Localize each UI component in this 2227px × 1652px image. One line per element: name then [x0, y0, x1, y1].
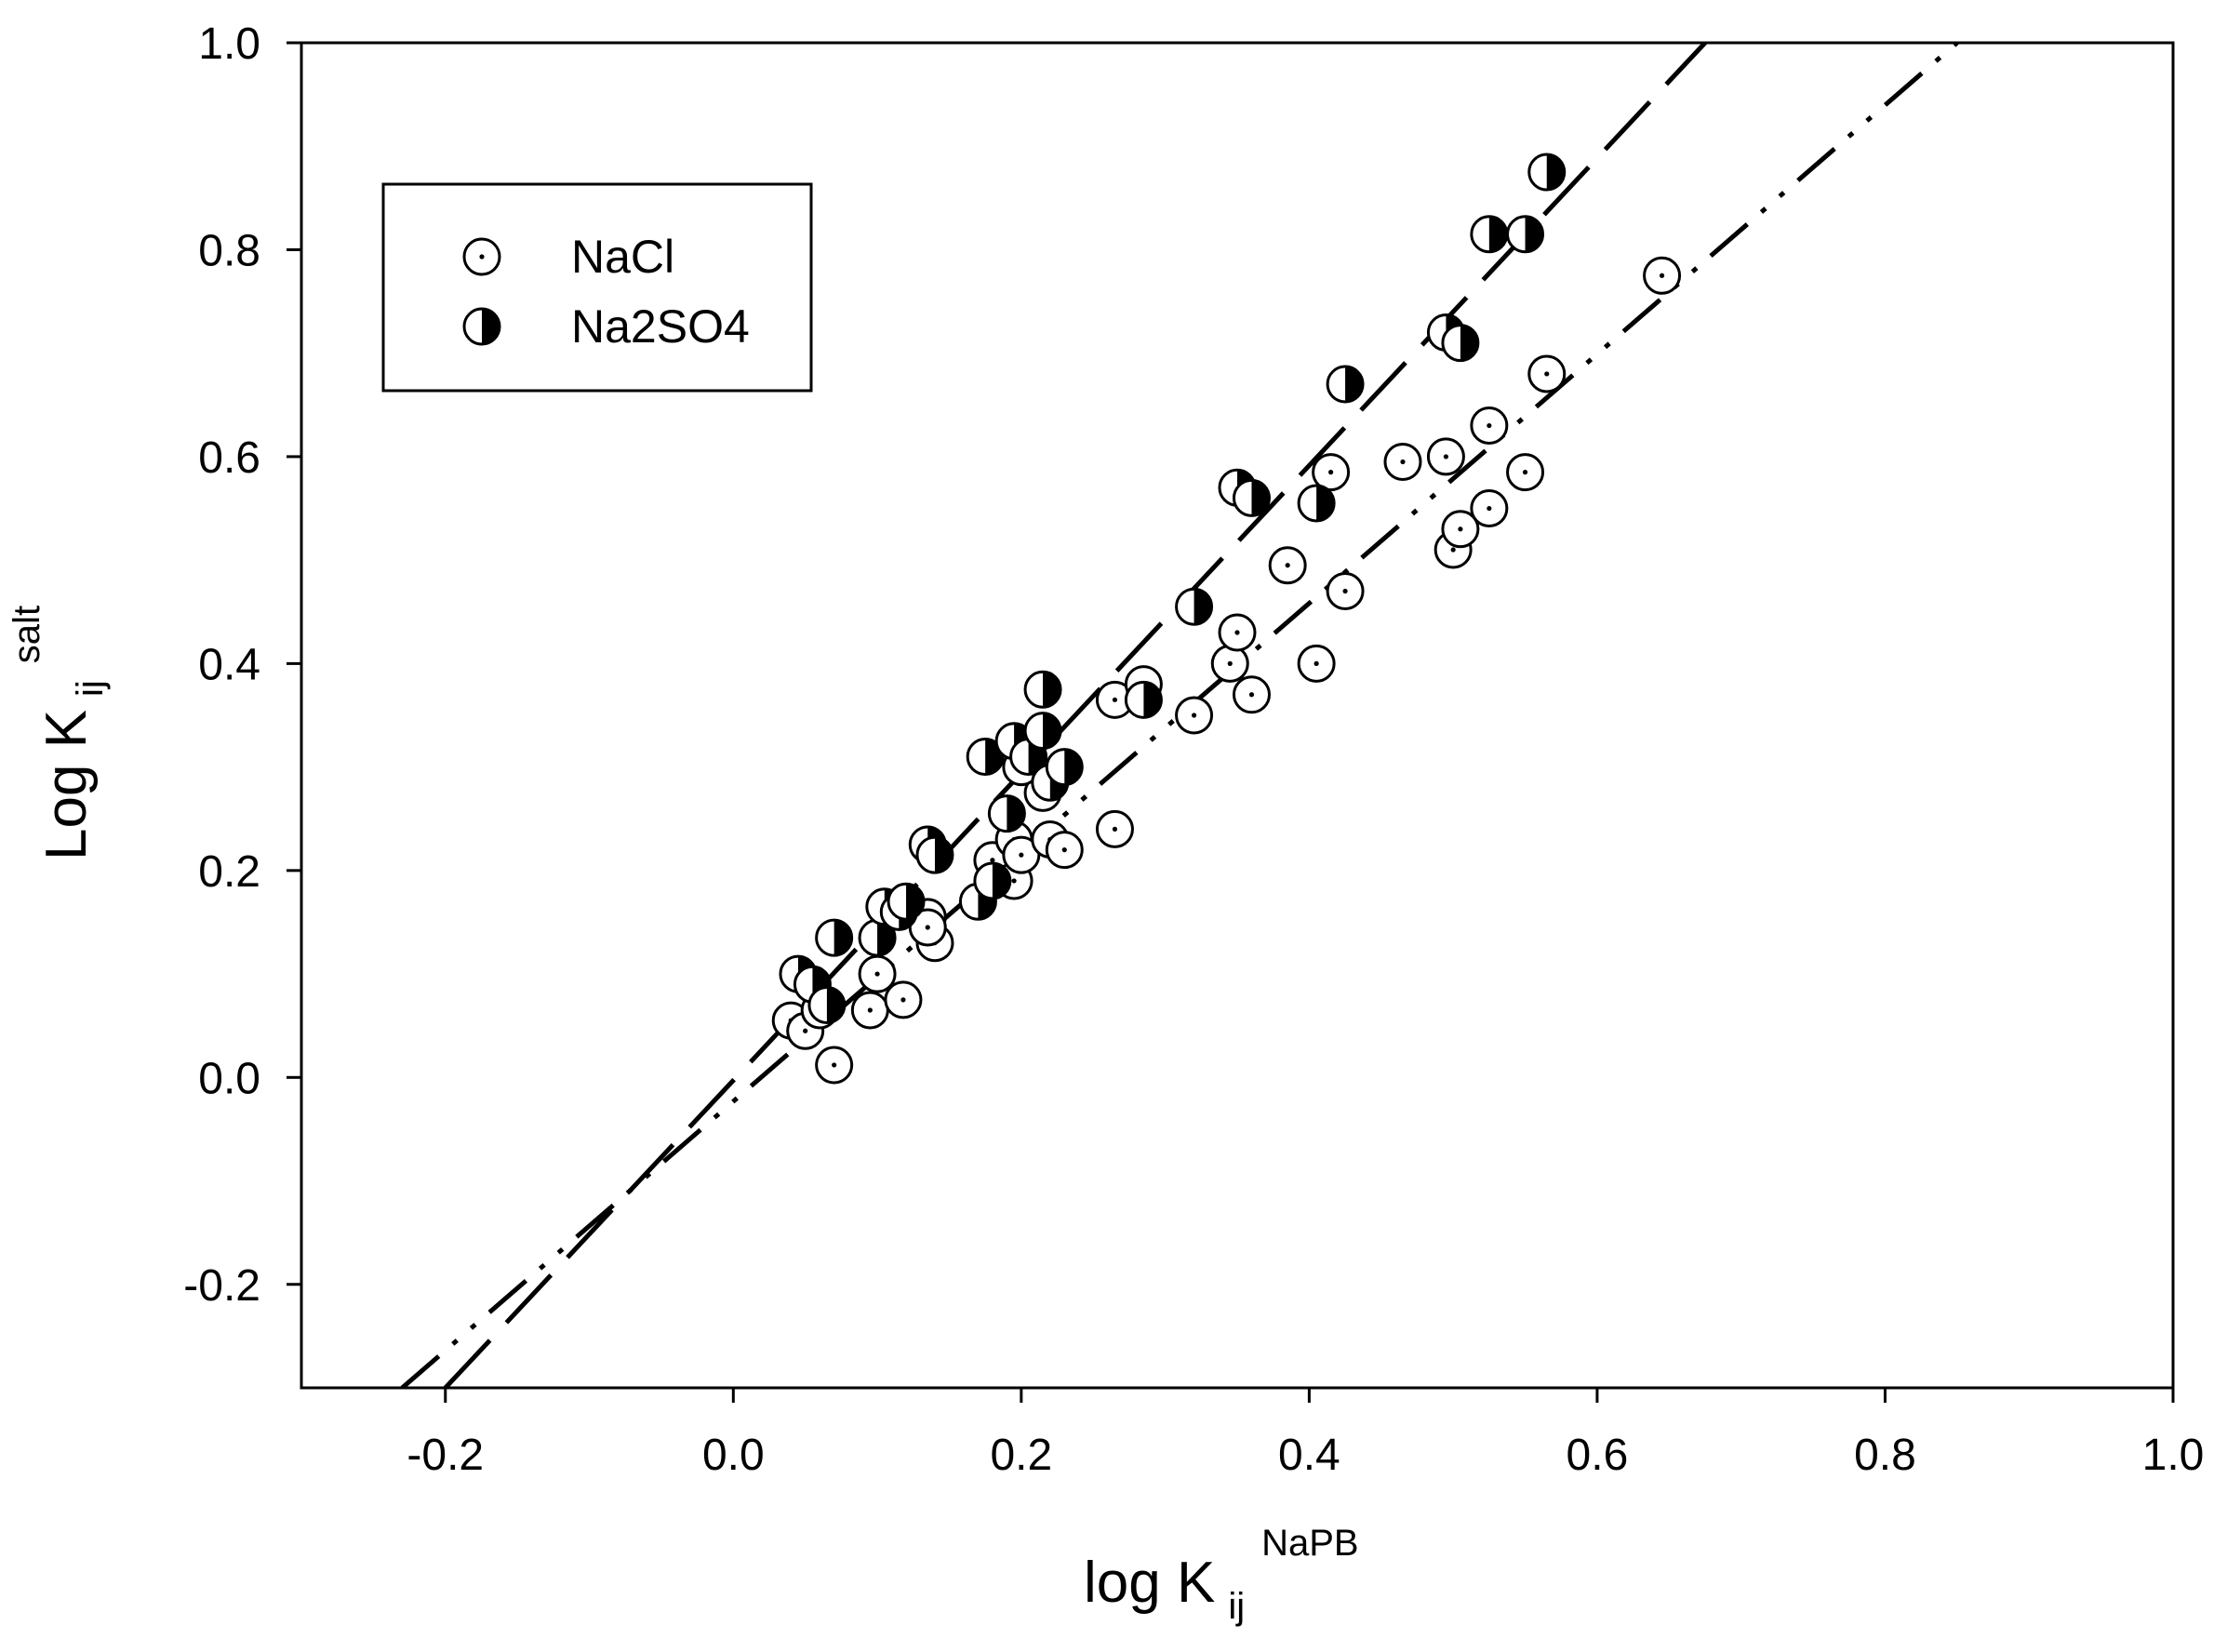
y-tick-label: 0.8 — [198, 226, 260, 275]
point-nacl — [1218, 613, 1257, 652]
point-nacl — [884, 980, 923, 1019]
y-axis-title: Log K ij salt — [7, 606, 111, 860]
point-na2so4 — [1232, 478, 1271, 517]
y-axis-title-main: Log K — [34, 710, 99, 860]
point-na2so4 — [1175, 587, 1214, 626]
point-nacl — [1175, 696, 1214, 735]
point-nacl — [1002, 835, 1041, 874]
x-axis-title-main: log K — [1084, 1551, 1215, 1615]
legend-markers — [462, 237, 501, 346]
point-nacl — [1506, 453, 1545, 492]
y-axis: -0.2 0.0 0.2 0.4 0.6 0.8 1.0 — [183, 20, 301, 1311]
point-nacl — [1232, 675, 1271, 714]
point-nacl — [1383, 442, 1422, 481]
point-nacl — [1268, 546, 1307, 585]
point-nacl — [858, 954, 897, 993]
point-nacl — [850, 991, 889, 1030]
x-tick-label: 0.6 — [1567, 1431, 1629, 1480]
x-tick-label: 0.2 — [990, 1431, 1052, 1480]
point-nacl — [1470, 489, 1509, 528]
legend: NaCl Na2SO4 — [381, 182, 813, 393]
point-na2so4 — [1506, 215, 1545, 254]
x-tick-label: 0.8 — [1854, 1431, 1916, 1480]
x-axis-title: log K ij NaPB — [1084, 1523, 1359, 1627]
x-axis-title-sub: ij — [1228, 1586, 1245, 1627]
point-nacl — [815, 1046, 854, 1085]
y-tick-label: 0.2 — [198, 847, 260, 897]
point-nacl — [1441, 510, 1480, 549]
point-nacl — [908, 908, 947, 947]
point-na2so4 — [1470, 215, 1509, 254]
legend-label-nacl: NaCl — [571, 231, 674, 283]
point-na2so4 — [1124, 680, 1163, 719]
data-markers — [771, 153, 1682, 1085]
point-nacl — [1045, 831, 1084, 870]
plot-frame — [300, 41, 2175, 1390]
y-tick-label: 0.4 — [198, 640, 260, 689]
y-tick-label: 1.0 — [198, 20, 260, 69]
point-na2so4 — [1023, 712, 1062, 751]
legend-marker-na2so4 — [462, 307, 501, 346]
point-na2so4 — [887, 882, 926, 921]
point-nacl — [1312, 453, 1351, 492]
y-tick-label: 0.6 — [198, 433, 260, 483]
x-tick-label: 0.0 — [702, 1431, 765, 1480]
y-tick-label: -0.2 — [183, 1261, 260, 1311]
point-nacl — [1326, 572, 1365, 611]
point-na2so4 — [987, 794, 1026, 833]
y-tick-label: 0.0 — [198, 1054, 260, 1103]
x-tick-label: 0.4 — [1278, 1431, 1340, 1480]
point-na2so4 — [858, 918, 897, 957]
legend-marker-nacl — [462, 237, 501, 276]
point-nacl — [1470, 406, 1509, 446]
point-nacl — [1426, 437, 1465, 476]
fit-line-na2so4 — [443, 43, 1707, 1388]
point-na2so4 — [1023, 670, 1062, 709]
point-nacl — [1210, 644, 1249, 683]
point-na2so4 — [815, 918, 854, 957]
x-axis-title-sup: NaPB — [1261, 1523, 1359, 1564]
legend-box — [381, 182, 813, 393]
point-na2so4 — [1297, 484, 1336, 523]
point-na2so4 — [1045, 748, 1084, 787]
point-nacl — [1527, 354, 1567, 393]
point-nacl — [1095, 809, 1134, 848]
point-na2so4 — [1441, 324, 1480, 363]
point-nacl — [1643, 256, 1682, 295]
y-axis-title-sub: ij — [70, 680, 111, 697]
legend-label-na2so4: Na2SO4 — [571, 300, 750, 353]
y-axis-title-sup: salt — [7, 606, 47, 663]
fit-lines — [400, 43, 1959, 1388]
point-nacl — [1297, 644, 1336, 683]
x-tick-label: 1.0 — [2142, 1431, 2205, 1480]
point-na2so4 — [915, 835, 954, 874]
point-na2so4 — [807, 985, 847, 1024]
point-na2so4 — [973, 861, 1012, 900]
x-tick-label: -0.2 — [407, 1431, 484, 1480]
x-axis: -0.2 0.0 0.2 0.4 0.6 0.8 1.0 — [407, 1388, 2204, 1480]
point-na2so4 — [1527, 153, 1567, 192]
point-na2so4 — [1326, 365, 1365, 404]
